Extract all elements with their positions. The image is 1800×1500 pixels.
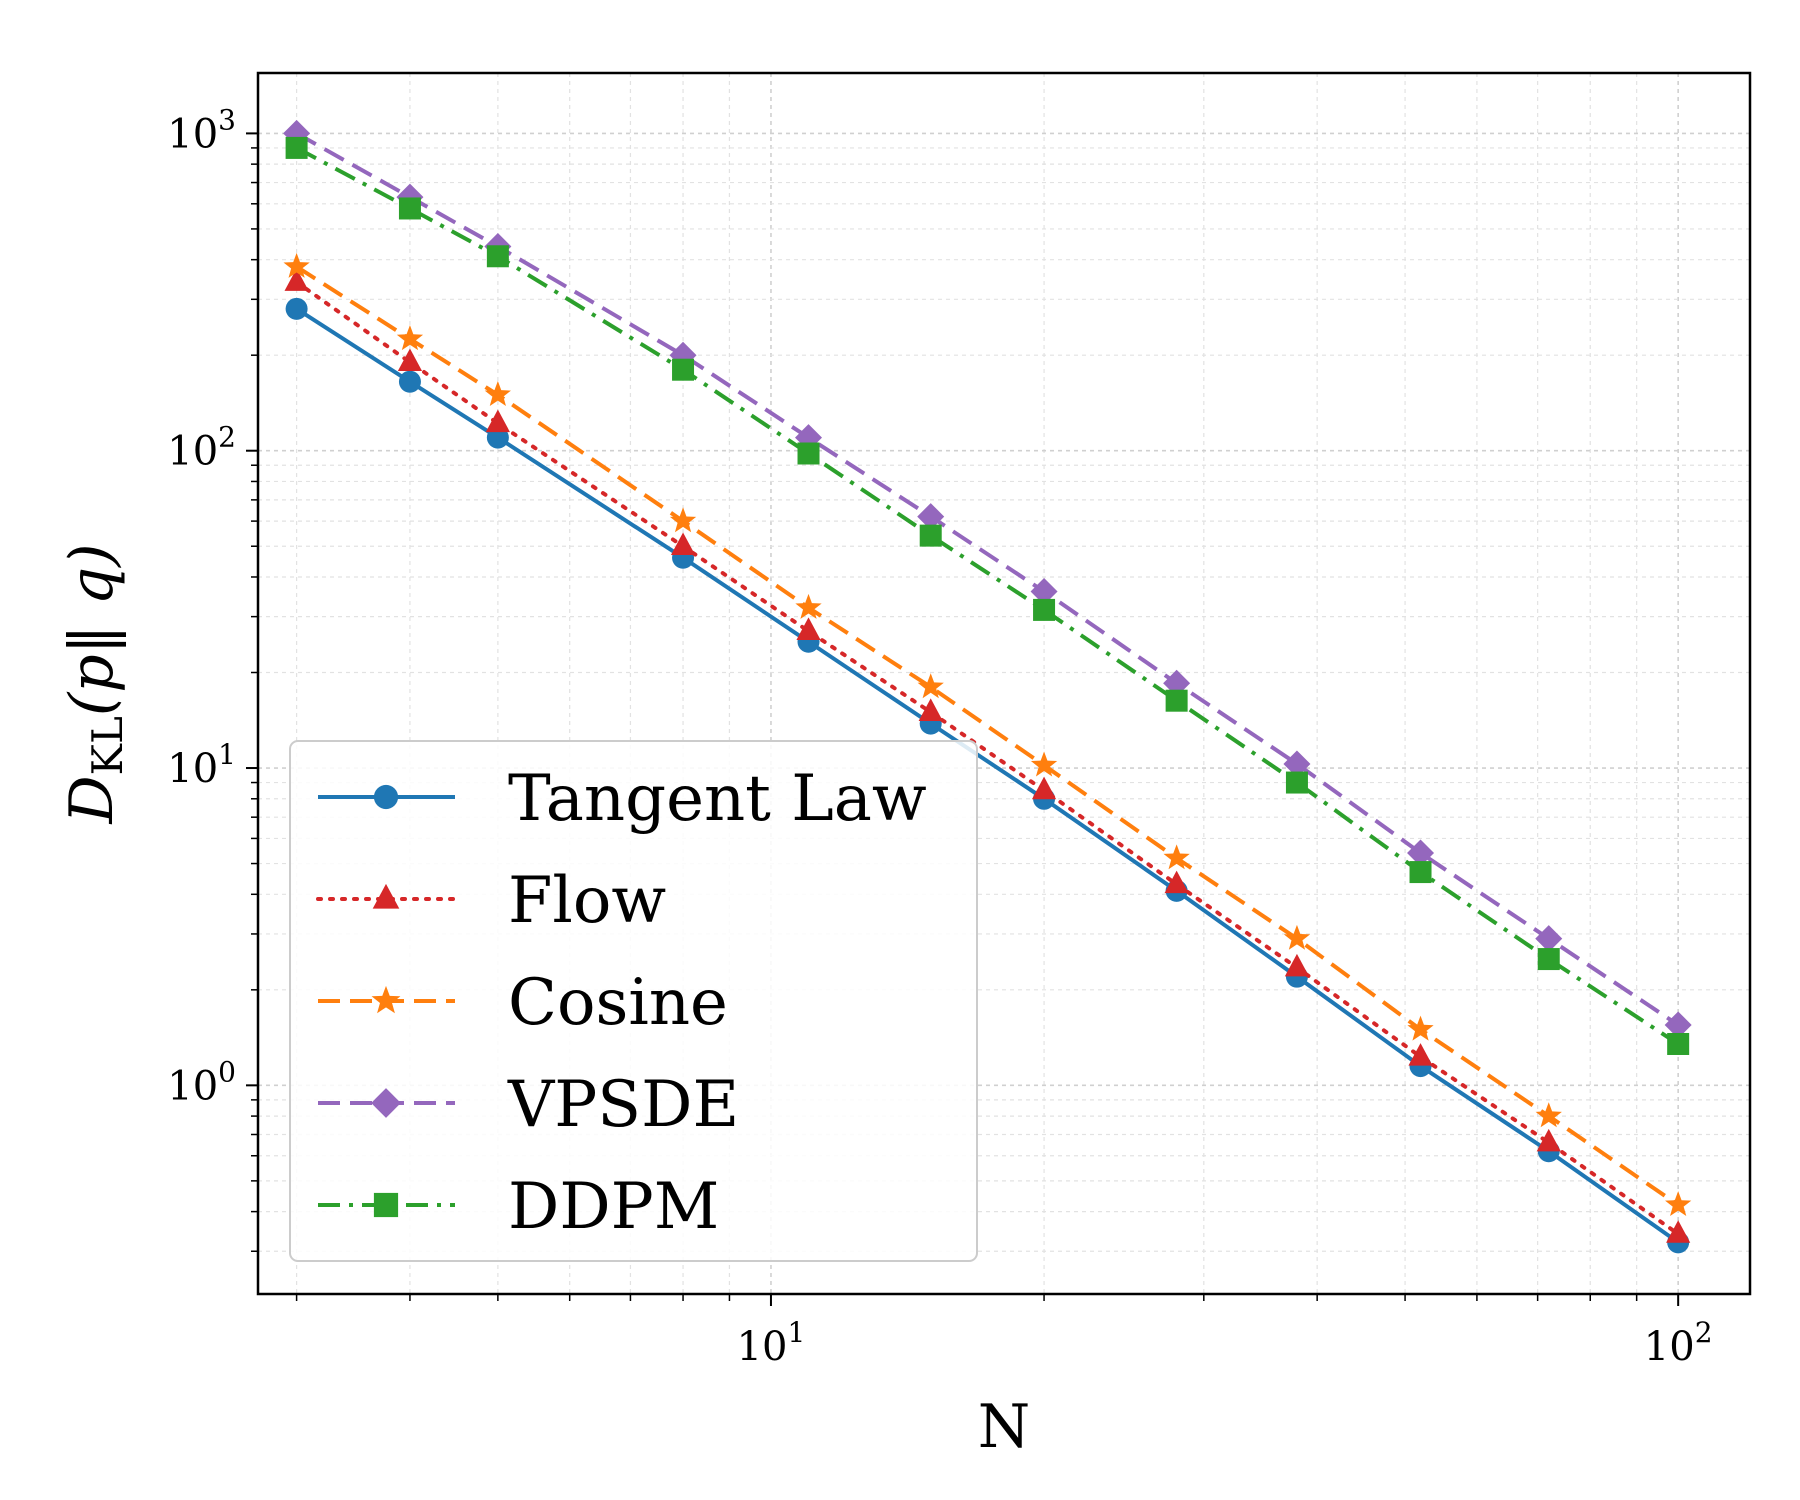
data-point-ddpm: [1033, 598, 1056, 621]
series-cosine: [283, 252, 1692, 1217]
data-point-vpsde: [1407, 839, 1435, 867]
y-tick-label: 101: [167, 738, 236, 792]
data-point-flow: [1164, 870, 1189, 894]
y-axis-label-argument: (p‖ q): [57, 543, 127, 716]
y-tick-label: 102: [167, 421, 236, 475]
data-point-flow: [918, 698, 943, 721]
data-point-cosine: [484, 381, 511, 406]
y-tick-label: 100: [167, 1055, 236, 1109]
data-point-vpsde: [1664, 1011, 1692, 1039]
data-point-ddpm: [285, 136, 308, 159]
y-axis-label: DKL(p‖ q): [57, 543, 132, 824]
data-point-cosine: [1407, 1015, 1434, 1041]
data-point-flow: [485, 409, 510, 433]
grid-lines: [258, 73, 1750, 1294]
legend-item-cosine: Cosine: [318, 966, 728, 1040]
y-tick-label: 103: [167, 103, 236, 157]
series-line-vpsde: [295, 131, 1680, 1027]
legend-label-vpsde: VPSDE: [507, 1068, 739, 1142]
data-point-cosine: [1030, 751, 1058, 777]
y-axis-label-subscript: KL: [83, 716, 132, 775]
legend-label-tangent-law: Tangent Law: [508, 762, 927, 836]
legend-item-flow: Flow: [316, 864, 666, 938]
x-axis-label: N: [978, 1392, 1031, 1462]
data-point-ddpm: [919, 524, 942, 547]
data-point-ddpm: [672, 358, 695, 381]
series-line-cosine: [295, 265, 1680, 1207]
data-point-flow: [1536, 1128, 1561, 1152]
legend-item-tangent-law: Tangent Law: [318, 762, 927, 836]
data-point-cosine: [1163, 844, 1190, 870]
data-point-cosine: [1535, 1102, 1562, 1128]
legend-label-cosine: Cosine: [508, 966, 728, 1040]
data-point-ddpm: [1165, 689, 1188, 712]
data-point-ddpm: [1537, 948, 1560, 971]
data-point-cosine: [396, 325, 424, 351]
data-point-flow: [1284, 953, 1310, 977]
y-axis-ticks: 100 101 102 103: [167, 103, 258, 1253]
legend-marker-vpsde: [371, 1088, 401, 1118]
legend-item-ddpm: DDPM: [318, 1170, 719, 1244]
data-point-flow: [1031, 776, 1057, 800]
data-point-ddpm: [1667, 1032, 1690, 1055]
series-line-ddpm: [295, 146, 1680, 1046]
legend-label-flow: Flow: [508, 864, 666, 938]
legend-item-vpsde: VPSDE: [318, 1068, 739, 1142]
data-point-vpsde: [1535, 925, 1563, 953]
data-point-flow: [1666, 1220, 1691, 1243]
x-tick-label: 101: [737, 1316, 806, 1370]
data-point-vpsde: [917, 503, 945, 531]
legend-label-ddpm: DDPM: [508, 1170, 719, 1244]
data-point-cosine: [1283, 924, 1311, 950]
data-point-ddpm: [797, 442, 820, 465]
data-point-cosine: [795, 593, 822, 619]
data-point-cosine: [669, 507, 697, 533]
series-line-tangent-law: [295, 307, 1680, 1244]
legend-marker-tangent-law: [373, 784, 399, 810]
data-point-ddpm: [1409, 861, 1432, 884]
data-point-vpsde: [1283, 750, 1311, 778]
series-lines: [283, 119, 1692, 1254]
data-point-flow: [397, 348, 423, 372]
data-point-flow: [1408, 1043, 1433, 1066]
legend-marker-flow: [372, 883, 400, 909]
series-flow: [284, 268, 1691, 1243]
data-point-ddpm: [1285, 771, 1308, 794]
data-point-cosine: [283, 252, 310, 278]
data-point-vpsde: [1030, 578, 1058, 606]
series-ddpm: [285, 136, 1690, 1055]
legend-marker-ddpm: [373, 1192, 399, 1218]
data-point-flow: [670, 532, 696, 556]
legend: Tangent Law Flow Cosine VPSDE DDPM: [289, 740, 978, 1262]
plot-frame: [256, 71, 1752, 1296]
data-point-cosine: [917, 673, 944, 699]
legend-marker-cosine: [371, 985, 401, 1014]
series-line-flow: [294, 280, 1681, 1237]
x-tick-label: 102: [1644, 1316, 1713, 1370]
legend-box: [289, 740, 978, 1262]
x-axis-ticks: 101 102: [295, 1294, 1713, 1370]
data-point-flow: [284, 268, 309, 291]
data-point-tangent-law: [398, 370, 421, 393]
data-point-flow: [796, 617, 821, 640]
data-point-ddpm: [486, 245, 509, 268]
data-point-ddpm: [398, 197, 421, 220]
data-point-cosine: [1665, 1191, 1692, 1217]
data-point-tangent-law: [285, 297, 308, 320]
y-axis-label-main: D: [57, 775, 127, 824]
